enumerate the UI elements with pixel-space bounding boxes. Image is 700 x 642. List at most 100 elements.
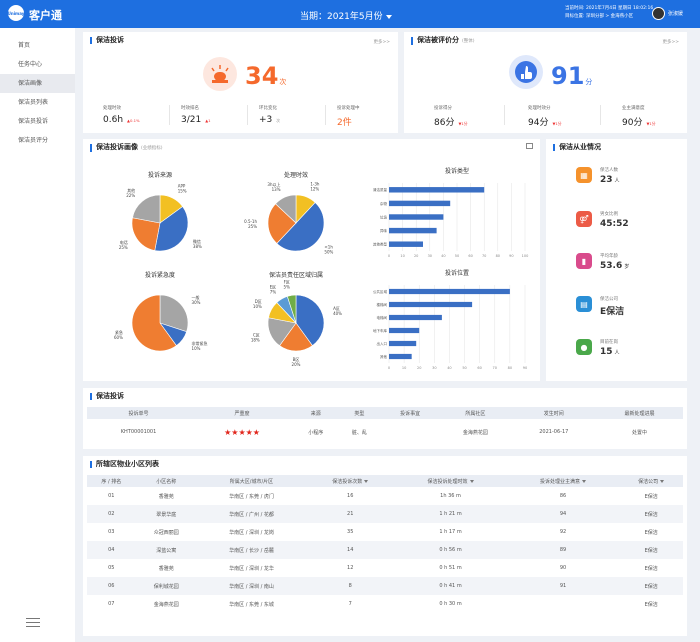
tick-label: 50	[455, 254, 459, 258]
pie-slice[interactable]	[267, 203, 297, 244]
pie-slice[interactable]	[131, 217, 161, 251]
pie-slice[interactable]	[286, 294, 297, 324]
pie-slice[interactable]	[276, 202, 325, 252]
bar[interactable]	[389, 327, 420, 334]
complaint-card: 保洁投诉 更多>> 34次 处理时效 0.6h ▲0.1% 时效排名 3/21 ▲1 环…	[83, 32, 398, 133]
complaint-table-card: 保洁投诉 投诉单号 严重度 来源 类型 投诉事宜 所属社区 发生时间 最新处理进…	[83, 388, 687, 449]
table-row[interactable]: 07 金海燕花园 华南区 / 东莞 / 东城 7 0 h 30 m E保洁	[108, 601, 658, 608]
bar[interactable]	[389, 288, 510, 295]
pie-slice[interactable]	[159, 294, 189, 333]
chart-title: 处理时效	[284, 171, 308, 179]
tick-label: 50	[462, 366, 466, 370]
col-header-sortable[interactable]: 保洁投诉次数	[306, 475, 395, 487]
current-location[interactable]: 目标位置: 深圳分部 > 金海燕小区	[565, 14, 634, 19]
slice-label: C区	[253, 332, 260, 337]
bar[interactable]	[389, 314, 442, 321]
pie-slice[interactable]	[131, 294, 177, 352]
bar[interactable]	[389, 187, 485, 193]
card-title: 保洁从业情况	[553, 144, 601, 151]
col-header-sortable[interactable]: 保洁投诉处理时效	[394, 475, 507, 487]
bar[interactable]	[389, 301, 473, 308]
category-label: 垃圾	[380, 214, 388, 219]
sidebar-item-portrait[interactable]: 保洁画像	[0, 74, 75, 93]
slice-pct: 13%	[272, 187, 281, 192]
fullscreen-icon[interactable]	[526, 143, 533, 149]
slice-pct: 12%	[310, 187, 319, 192]
community-table: 序 / 排名 小区名称 所属大区/城市/片区 保洁投诉次数 保洁投诉处理时效 投…	[87, 475, 683, 613]
sidebar-item-staff-list[interactable]: 保洁员列表	[18, 99, 49, 106]
col-header: 投诉事宜	[381, 407, 440, 419]
category-label: 清洁质量	[373, 187, 387, 192]
more-link[interactable]: 更多>>	[662, 40, 679, 45]
category-label: 公共区域	[373, 289, 387, 294]
category-label: 出入口	[377, 341, 388, 346]
alarm-icon	[203, 57, 237, 91]
pie-slice[interactable]	[275, 194, 297, 224]
sidebar-item-staff-complaints[interactable]: 保洁员投诉	[18, 118, 49, 125]
table-row[interactable]: 03 众冠西丽园 华南区 / 深圳 / 龙岗 35 1 h 17 m 92 E保洁	[108, 529, 658, 536]
slice-pct: 22%	[126, 193, 135, 198]
bar[interactable]	[389, 227, 437, 234]
bar[interactable]	[389, 353, 412, 360]
table-row[interactable]: 06 保利城花园 华南区 / 深圳 / 南山 8 0 h 41 m 91 E保洁	[87, 577, 683, 595]
period-selector[interactable]: 当期：2021年5月份	[300, 9, 392, 22]
bar[interactable]	[389, 200, 451, 207]
slice-label: F区	[284, 279, 290, 284]
tick-label: 0	[388, 366, 390, 370]
chart-title: 投诉紧急度	[145, 271, 175, 279]
bar[interactable]	[389, 241, 423, 247]
category-label: 其他	[380, 354, 388, 359]
metric-satisfaction: 业主满意度 90分 ▼1分	[622, 106, 656, 128]
slice-label: E区	[270, 284, 277, 289]
bar[interactable]	[389, 214, 444, 220]
tick-label: 10	[402, 366, 406, 370]
metric-process-time: 处理时效 0.6h ▲0.1%	[103, 106, 140, 125]
table-row[interactable]: 04 深蓝公寓 华南区 / 长沙 / 岳麓 14 0 h 56 m 89 E保洁	[87, 541, 683, 559]
table-row[interactable]: KHT00001001 ★★★★★ 小程序 脏、乱 金海燕花园 2021-06-…	[87, 419, 683, 445]
rating-card: 保洁被评价分 (整体) 更多>> 91分 投诉得分 86分 ▼1分 处理时效分 94分 ▼…	[404, 32, 687, 133]
col-header: 严重度	[190, 407, 295, 419]
period-label: 当期：2021年5月份	[300, 12, 383, 22]
current-time: 当前时间: 2021年7月4日 星期日 18:02:16	[565, 6, 654, 11]
table-row[interactable]: 02 翠景华庭 华南区 / 广州 / 花都 21 1 h 21 m 94 E保洁	[87, 505, 683, 523]
username[interactable]: 张淑媛	[668, 11, 684, 17]
col-header: 来源	[294, 407, 338, 419]
col-header: 所属大区/城市/片区	[196, 475, 307, 487]
table-row[interactable]: 05 香雅苑 华南区 / 深圳 / 龙华 12 0 h 51 m 90 E保洁	[108, 565, 658, 572]
chart-title: 投诉来源	[148, 171, 172, 179]
col-header: 发生时间	[511, 407, 596, 419]
sidebar-item-staff-scores[interactable]: 保洁员评分	[18, 137, 49, 144]
sidebar-item-home[interactable]: 首页	[18, 42, 31, 49]
slice-label: D区	[255, 299, 262, 304]
col-header-sortable[interactable]: 投诉处理业主满意	[506, 475, 620, 487]
tick-label: 40	[447, 366, 451, 370]
sort-icon	[660, 479, 665, 483]
category-label: 异味	[380, 228, 388, 233]
community-table-card: 所辖区物业小区列表 序 / 排名 小区名称 所属大区/城市/片区 保洁投诉次数 …	[83, 456, 687, 636]
collapse-menu-icon[interactable]	[26, 618, 40, 630]
slice-pct: 50%	[324, 250, 333, 255]
tick-label: 60	[477, 366, 481, 370]
pie-slice[interactable]	[295, 294, 325, 347]
pie-slice[interactable]	[132, 194, 161, 224]
people-icon: ⚤	[576, 211, 592, 227]
slice-label: <1h	[324, 245, 333, 250]
tick-label: 90	[509, 254, 513, 258]
tick-label: 20	[414, 254, 418, 258]
avatar[interactable]	[652, 7, 665, 20]
col-header-sortable[interactable]: 保洁公司	[619, 475, 683, 487]
metric-mom-change: 环比变化 +3 次	[259, 106, 281, 125]
chart-title: 投诉位置	[445, 269, 469, 277]
complaint-table: 投诉单号 严重度 来源 类型 投诉事宜 所属社区 发生时间 最新处理进展 KHT…	[87, 407, 683, 445]
slice-label: A区	[333, 306, 340, 311]
slice-pct: 10%	[253, 304, 262, 309]
table-row[interactable]: 01 香雅苑 华南区 / 东莞 / 虎门 16 1h 36 m 86 E保洁	[108, 493, 658, 500]
metric-in-progress[interactable]: 投诉处理中 2件	[337, 106, 360, 128]
bar[interactable]	[389, 340, 417, 347]
tick-label: 10	[400, 254, 404, 258]
sidebar-item-tasks[interactable]: 任务中心	[18, 61, 43, 68]
pie-slice[interactable]	[154, 206, 189, 252]
more-link[interactable]: 更多>>	[373, 40, 390, 45]
